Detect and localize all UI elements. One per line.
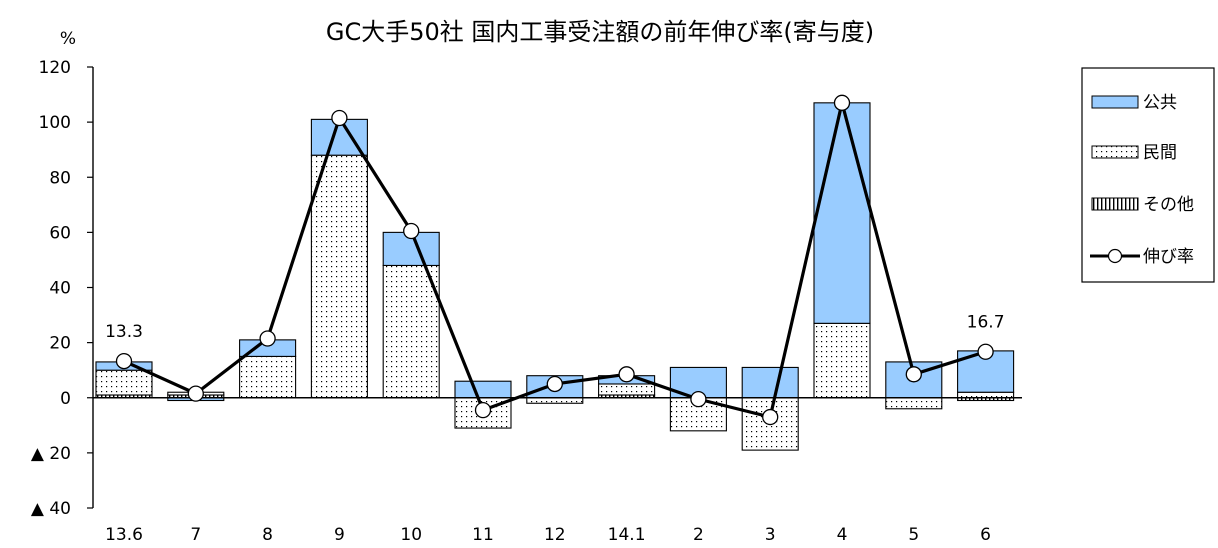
- legend-label-growth: 伸び率: [1143, 247, 1194, 267]
- y-tick-label: 20: [49, 334, 71, 354]
- x-tick-label: 10: [400, 525, 422, 545]
- bar-segment: [598, 383, 656, 396]
- y-tick-label: 0: [60, 389, 71, 409]
- y-tick-label: 120: [39, 58, 71, 78]
- legend-swatch-other: [1091, 197, 1139, 211]
- growth-rate-point: [977, 343, 994, 360]
- line-series: [115, 94, 994, 426]
- y-axis-unit: %: [60, 29, 76, 49]
- growth-rate-point: [833, 94, 851, 111]
- bar-segment: [813, 102, 871, 324]
- legend-swatch-public: [1091, 95, 1139, 109]
- bar-segment: [957, 391, 1015, 399]
- y-tick-label: 80: [49, 168, 71, 188]
- bar-segment: [741, 366, 799, 399]
- axes: [92, 67, 1022, 508]
- growth-rate-point: [690, 390, 707, 408]
- x-tick-label: 4: [837, 525, 848, 545]
- legend-label-other: その他: [1143, 195, 1194, 215]
- x-tick-label: 7: [190, 525, 201, 545]
- y-tick-label: ▲ 40: [31, 499, 71, 519]
- growth-rate-point: [546, 375, 563, 393]
- legend-label-public: 公共: [1143, 93, 1177, 113]
- growth-rate-point: [403, 222, 420, 240]
- x-tick-label: 8: [262, 525, 273, 545]
- annotations: 13.3 16.7: [105, 313, 1004, 342]
- growth-rate-point: [474, 402, 492, 419]
- legend-marker-growth: [1107, 248, 1123, 264]
- legend-swatch-private: [1091, 145, 1139, 159]
- bar-series: [95, 102, 1015, 451]
- x-tick-label: 14.1: [608, 525, 646, 545]
- bar-segment: [526, 397, 584, 404]
- chart-title: GC大手50社 国内工事受注額の前年伸び率(寄与度): [326, 18, 874, 46]
- y-tick-label: 40: [49, 279, 71, 299]
- bar-segment: [95, 369, 153, 396]
- x-tick-label: 6: [980, 525, 991, 545]
- growth-rate-point: [905, 366, 922, 383]
- x-tick-label: 9: [334, 525, 345, 545]
- growth-rate-point: [618, 366, 635, 383]
- growth-rate-point: [187, 385, 204, 402]
- bar-segment: [382, 264, 440, 399]
- y-tick-label: ▲ 20: [31, 444, 71, 464]
- data-label: 16.7: [967, 313, 1005, 333]
- bar-segment: [454, 380, 512, 399]
- growth-rate-point: [331, 109, 348, 127]
- growth-rate-point: [259, 330, 276, 347]
- x-axis: 13.6 7 8 9 10 11 12 14.1 2 3 4 5 6: [105, 525, 991, 545]
- x-tick-label: 11: [472, 525, 494, 545]
- x-tick-label: 12: [544, 525, 566, 545]
- legend: 公共 民間 その他 伸び率: [1081, 67, 1215, 283]
- bar-segment: [310, 154, 368, 399]
- bar-segment: [813, 322, 871, 399]
- y-axis: 120 100 80 60 40 20 0 ▲ 20 ▲ 40: [31, 58, 93, 519]
- y-tick-label: 60: [49, 223, 71, 243]
- growth-rate-point: [762, 408, 779, 426]
- x-tick-label: 5: [908, 525, 919, 545]
- x-tick-label: 3: [765, 525, 776, 545]
- x-tick-label: 2: [693, 525, 704, 545]
- y-tick-label: 100: [39, 113, 71, 133]
- legend-label-private: 民間: [1143, 143, 1177, 163]
- bar-segment: [885, 397, 943, 410]
- bar-segment: [239, 355, 297, 399]
- data-label: 13.3: [105, 322, 143, 342]
- x-tick-label: 13.6: [105, 525, 143, 545]
- growth-rate-point: [115, 352, 133, 370]
